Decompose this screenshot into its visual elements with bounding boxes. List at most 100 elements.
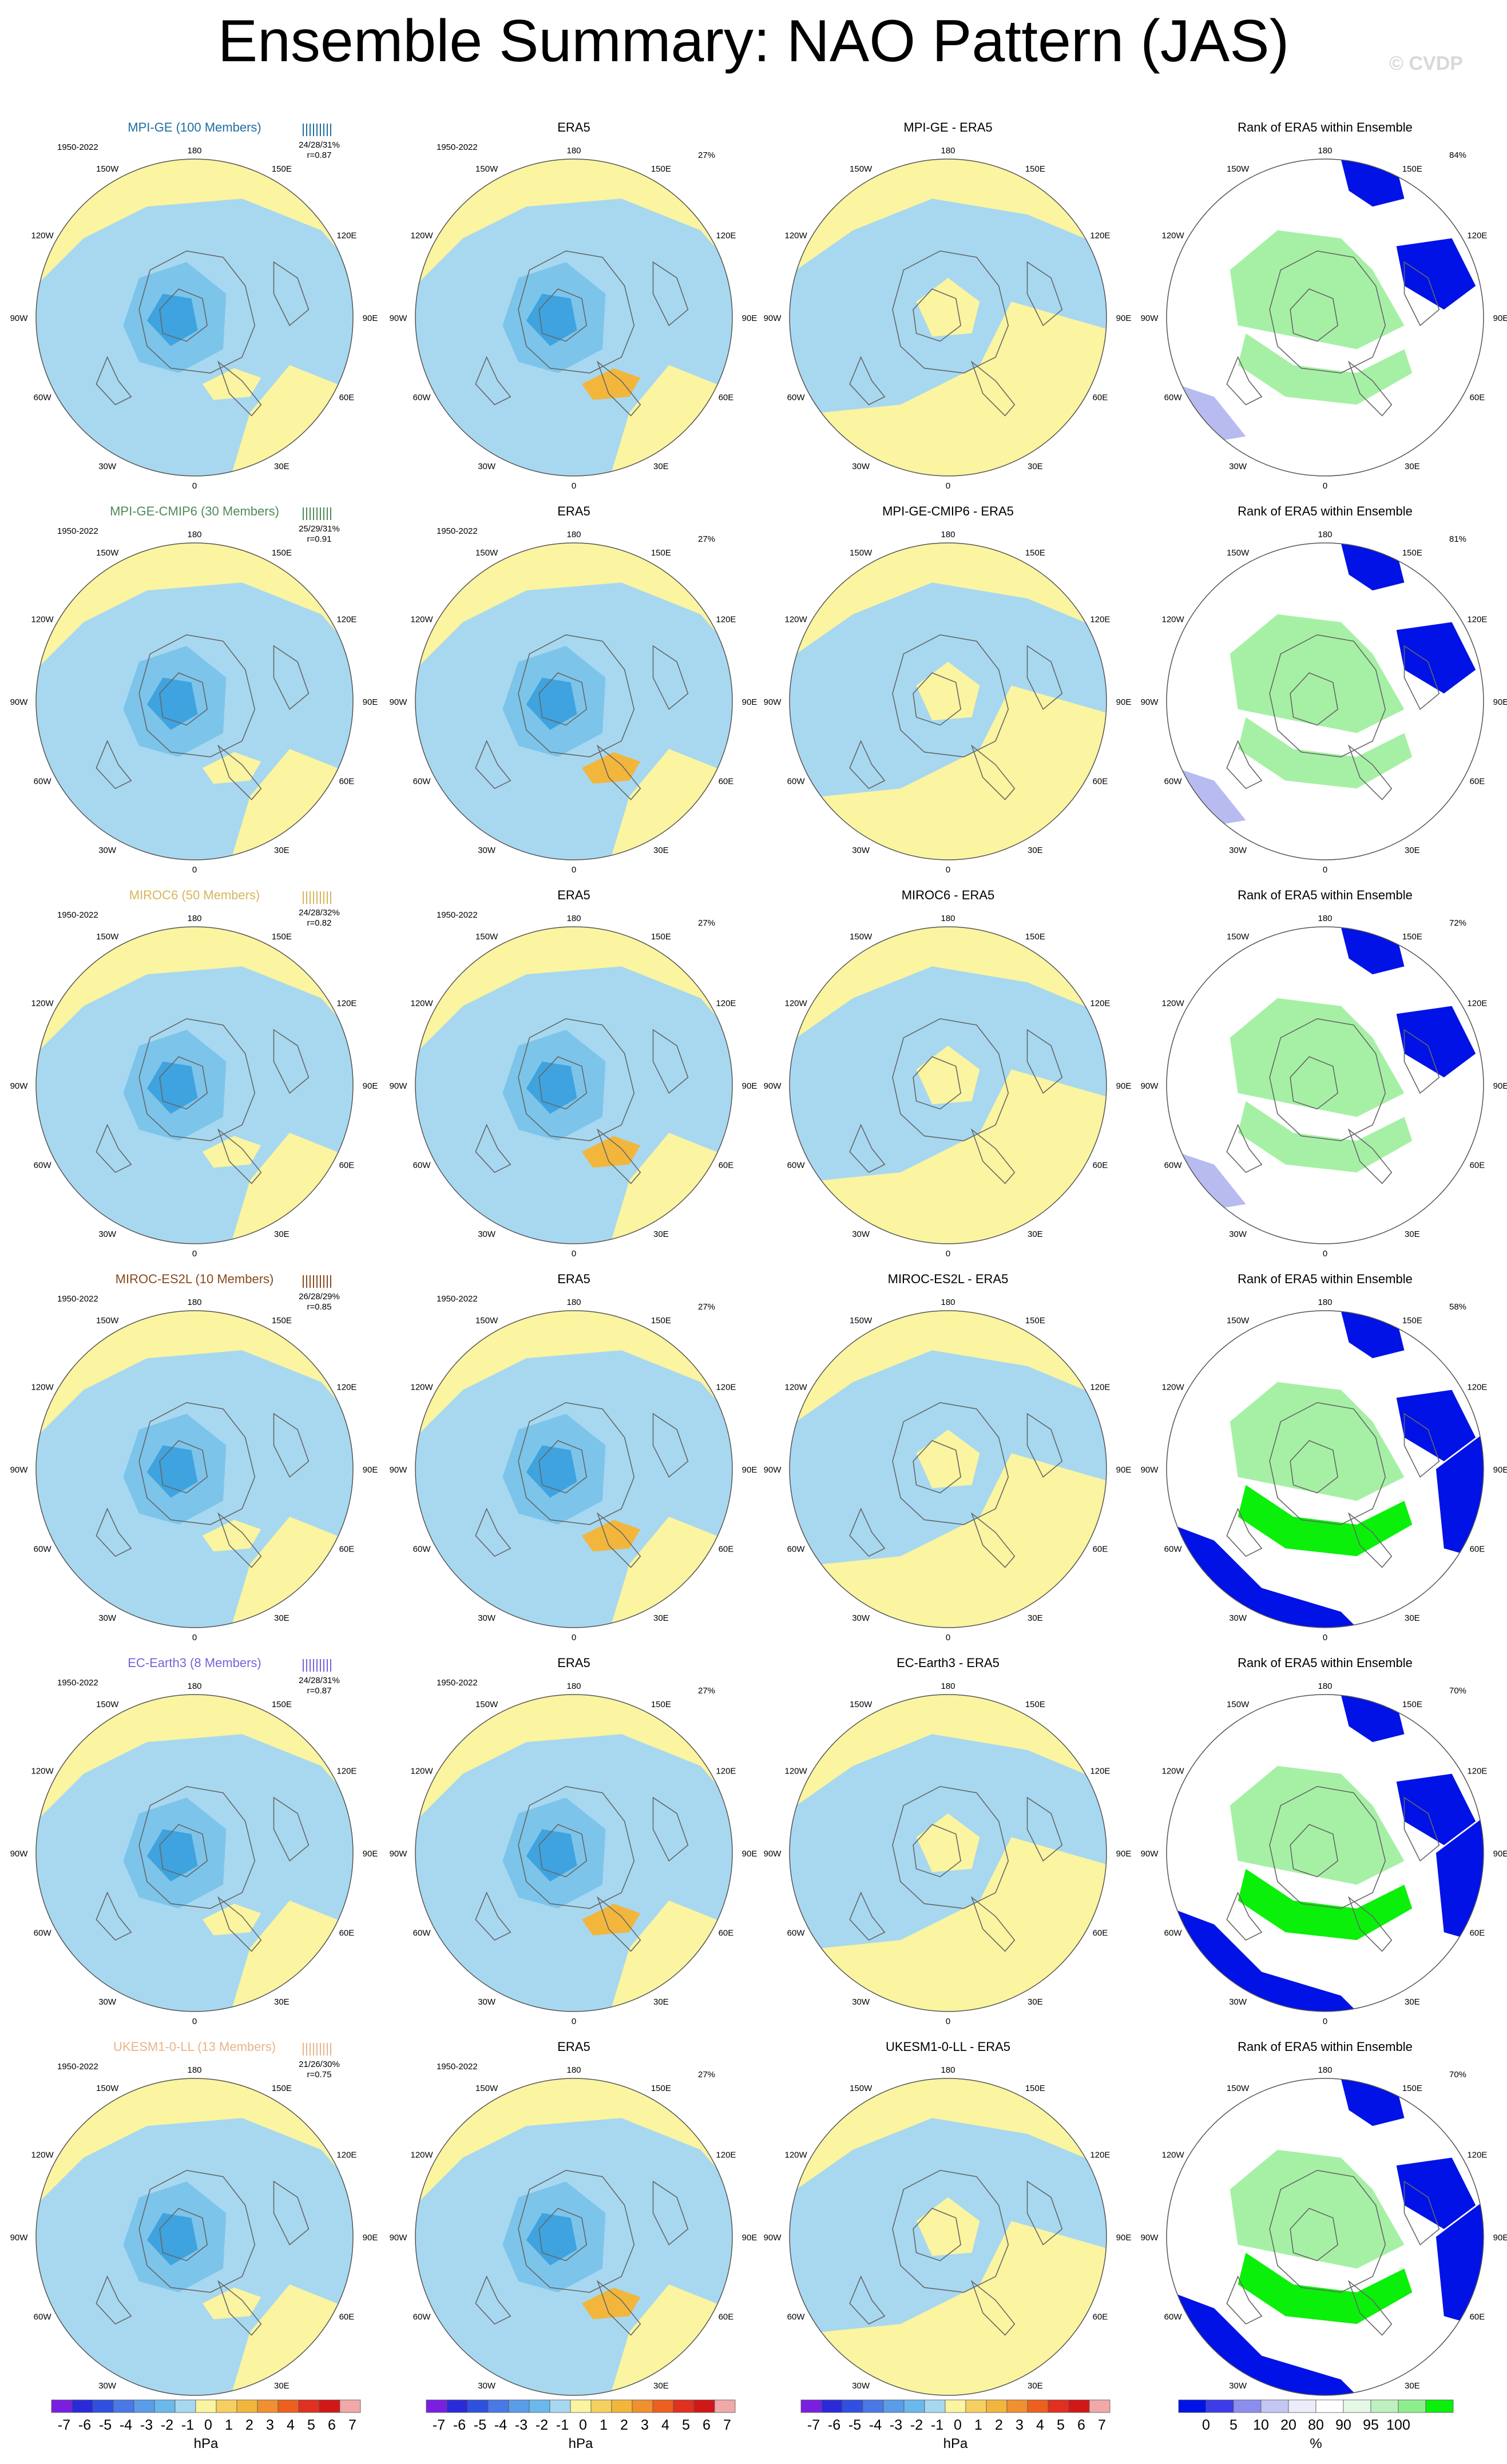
longitude-label-ul2: 120W: [410, 1767, 433, 1776]
longitude-label-ur2: 120E: [1090, 1767, 1110, 1776]
rank-top-region: [1238, 1101, 1413, 1173]
positive-anomaly-center: [581, 368, 641, 400]
colorbar-swatch: [1068, 2399, 1090, 2413]
longitude-label-ll2: 30W: [98, 2381, 117, 2391]
longitude-label-lr2: 30E: [653, 462, 669, 471]
coastlines: [96, 1785, 310, 1952]
map-panel-r4-c0: 180 0 150W 150E 120W 120E 90W 90E 60W 60E 30W 30E EC…: [10, 1656, 378, 2026]
colorbar-swatch: [862, 2399, 884, 2413]
longitude-label-lr2: 30E: [1405, 2381, 1420, 2391]
longitude-label-ul1: 150W: [850, 548, 873, 558]
coastlines: [1226, 1785, 1440, 1952]
colorbar-tick-label: 4: [661, 2417, 669, 2433]
coastlines: [96, 2169, 310, 2336]
longitude-label-ll2: 30W: [1229, 462, 1247, 471]
longitude-label-lr1: 60E: [719, 777, 734, 787]
map-panel-r2-c3: 180 0 150W 150E 120W 120E 90W 90E 60W 60E 30W 30E Ra…: [1141, 888, 1507, 1259]
longitude-label-ur2: 120E: [336, 1767, 356, 1776]
rank-top-region: [1238, 1868, 1413, 1941]
cvdp-watermark: © CVDP: [1389, 53, 1463, 74]
map-boundary: [415, 1310, 733, 1628]
period-label: 1950-2022: [57, 1294, 98, 1304]
longitude-label-ll2: 30W: [478, 2381, 496, 2391]
longitude-label-r: 90E: [742, 2233, 758, 2243]
longitude-label-ll1: 60W: [787, 2312, 806, 2322]
model-panel-title: MPI-GE (100 Members): [128, 120, 261, 134]
colorbar-swatch: [1178, 2399, 1207, 2413]
longitude-label-ul1: 150W: [96, 932, 119, 942]
longitude-label-ll1: 60W: [1164, 2312, 1183, 2322]
longitude-label-r: 90E: [1116, 2233, 1132, 2243]
longitude-label-ul1: 150W: [1227, 1316, 1250, 1326]
longitude-label-l: 90W: [1141, 697, 1159, 707]
longitude-label-bottom: 0: [192, 1633, 197, 1642]
map-panel-r4-c1: 180 0 150W 150E 120W 120E 90W 90E 60W 60E 30W 30E ER…: [390, 1656, 758, 2026]
positive-anomaly-center: [202, 1136, 261, 1168]
coastlines: [475, 1402, 689, 1568]
map-boundary: [789, 158, 1107, 477]
rank-panel-title: Rank of ERA5 within Ensemble: [1238, 2040, 1413, 2054]
colorbar-tick-label: -1: [181, 2417, 194, 2433]
colorbar-tick-label: 6: [703, 2417, 711, 2433]
colorbar-tick-label: 2: [995, 2417, 1003, 2433]
pattern-correlation-label: r=0.75: [307, 2070, 332, 2080]
rank-panel-title: Rank of ERA5 within Ensemble: [1238, 504, 1413, 518]
longitude-label-bottom: 0: [1323, 481, 1327, 491]
longitude-label-lr2: 30E: [1405, 462, 1420, 471]
rank-high-region: [1230, 1765, 1405, 1885]
longitude-label-bottom: 0: [572, 865, 576, 875]
colorbar-tick-label: 90: [1335, 2417, 1351, 2433]
map-panel-r1-c3: 180 0 150W 150E 120W 120E 90W 90E 60W 60E 30W 30E Ra…: [1141, 504, 1507, 875]
positive-anomaly-center: [202, 1519, 261, 1552]
hpa-colorbar-1: -7 -6 -5 -4 -3 -2 -1 0 1 2 3 4 5 6 7 hPa: [426, 2399, 736, 2451]
map-boundary: [789, 2078, 1107, 2396]
longitude-label-lr1: 60E: [1470, 2312, 1485, 2322]
colorbar-tick-label: -2: [536, 2417, 548, 2433]
longitude-label-lr2: 30E: [1028, 1997, 1043, 2007]
pc-stats-label: 26/28/29%: [299, 1292, 340, 1302]
positive-anomaly-center: [581, 1903, 641, 1935]
longitude-label-ll1: 60W: [1164, 393, 1183, 403]
longitude-label-top: 180: [187, 530, 201, 539]
longitude-label-ur1: 150E: [272, 164, 292, 174]
longitude-label-ur2: 120E: [1467, 1767, 1487, 1776]
longitude-label-lr1: 60E: [1093, 393, 1108, 403]
longitude-label-l: 90W: [390, 697, 408, 707]
colorbar-tick-label: 1: [225, 2417, 233, 2433]
longitude-label-ll1: 60W: [1164, 1161, 1183, 1171]
longitude-label-top: 180: [566, 146, 581, 156]
longitude-label-lr2: 30E: [653, 2381, 669, 2391]
longitude-label-top: 180: [187, 146, 201, 156]
colorbar-swatch: [133, 2399, 155, 2413]
pattern-correlation-label: r=0.82: [307, 918, 332, 928]
longitude-label-r: 90E: [1116, 1081, 1132, 1091]
map-boundary: [1166, 158, 1484, 477]
longitude-label-r: 90E: [1493, 314, 1507, 323]
longitude-label-top: 180: [566, 2065, 581, 2075]
longitude-label-ul2: 120W: [410, 1383, 433, 1392]
map-boundary: [1166, 1694, 1484, 2012]
positive-anomaly-center: [581, 1519, 641, 1552]
longitude-label-bottom: 0: [572, 2017, 576, 2026]
colorbar-swatch: [632, 2399, 653, 2413]
period-label: 1950-2022: [437, 142, 478, 152]
colorbar-tick-label: -6: [78, 2417, 91, 2433]
longitude-label-ll2: 30W: [1229, 1229, 1247, 1239]
longitude-label-ur2: 120E: [716, 1383, 736, 1392]
colorbar-swatch: [590, 2399, 612, 2413]
rank-panel-title: Rank of ERA5 within Ensemble: [1238, 120, 1413, 134]
longitude-label-top: 180: [1318, 530, 1332, 539]
rank-top-region: [1238, 2252, 1413, 2324]
longitude-label-ul1: 150W: [1227, 164, 1250, 174]
colorbar-swatch: [51, 2399, 73, 2413]
longitude-label-ll1: 60W: [1164, 1929, 1183, 1938]
colorbar-swatch: [842, 2399, 863, 2413]
colorbar-tick-label: -6: [828, 2417, 840, 2433]
longitude-label-ll2: 30W: [1229, 846, 1247, 855]
page-title: Ensemble Summary: NAO Pattern (JAS): [217, 8, 1290, 74]
period-label: 1950-2022: [437, 2062, 478, 2072]
colorbar-units: %: [1310, 2436, 1322, 2451]
rank-low-region: [1396, 622, 1476, 694]
longitude-label-ur2: 120E: [1467, 231, 1487, 241]
coastlines: [475, 2169, 689, 2336]
